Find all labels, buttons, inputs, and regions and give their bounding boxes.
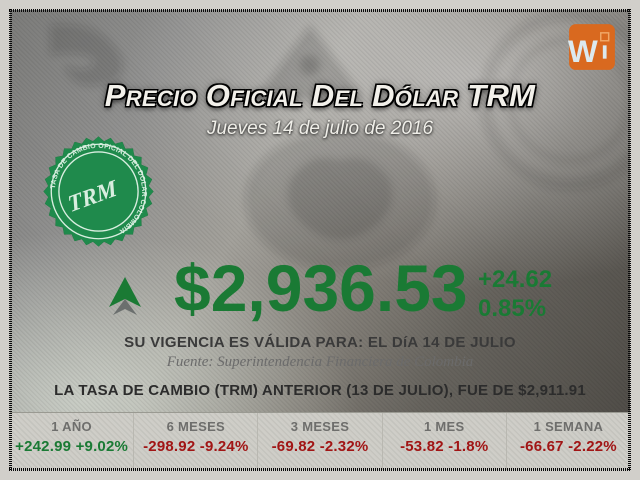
svg-text:W: W: [568, 33, 598, 69]
